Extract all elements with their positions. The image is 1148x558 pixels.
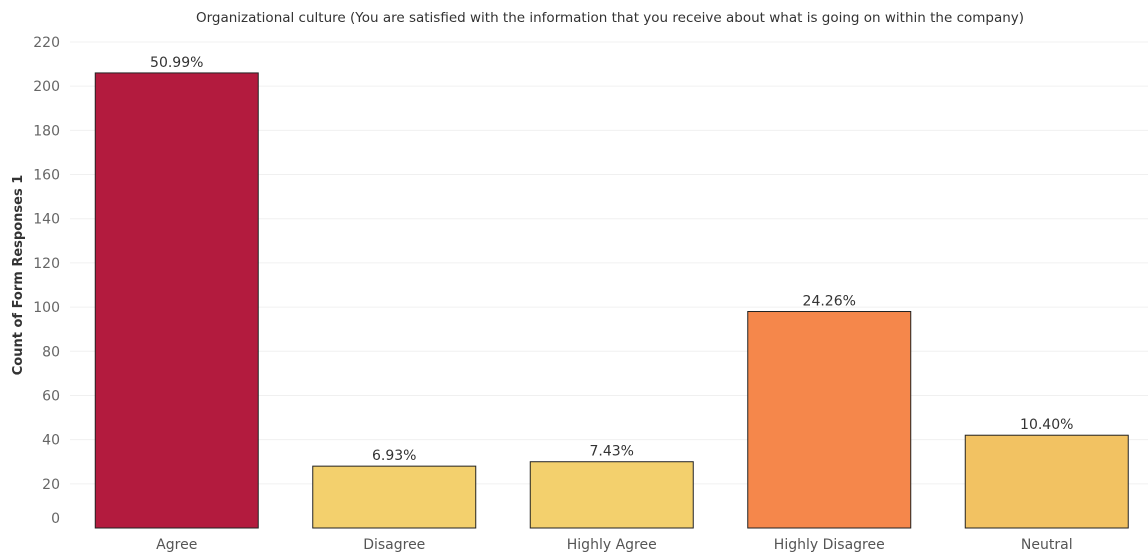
y-tick-label: 20 [42,477,60,493]
bar-disagree[interactable] [312,465,477,529]
y-tick-label: 40 [42,433,60,449]
chart-title: Organizational culture (You are satisfie… [196,10,1024,26]
y-tick-label: 140 [33,212,60,228]
bar-highly-disagree[interactable] [747,311,912,529]
data-label: 50.99% [150,55,203,71]
data-label: 7.43% [590,444,634,460]
bar-agree[interactable] [94,72,259,529]
bar-highly-agree[interactable] [529,461,694,529]
y-tick-label: 180 [33,123,60,139]
y-tick-label: 100 [33,300,60,316]
y-tick-label: 220 [33,35,60,51]
y-tick-label: 120 [33,256,60,272]
y-axis-ticks: 0 20 40 60 80 100 120 140 160 180 200 220 [33,35,60,527]
y-tick-label: 0 [51,511,60,527]
data-label: 6.93% [372,448,416,464]
x-tick-label: Disagree [363,537,425,553]
y-tick-label: 60 [42,388,60,404]
x-tick-label: Highly Disagree [774,537,885,553]
y-axis-label: Count of Form Responses 1 [11,175,26,376]
y-tick-label: 80 [42,344,60,360]
x-tick-label: Highly Agree [567,537,657,553]
x-axis-ticks: Agree Disagree Highly Agree Highly Disagree… [156,537,1072,553]
y-tick-label: 200 [33,79,60,95]
bars: 50.99% 6.93% 7.43% 24.26% 10.40% [94,55,1129,529]
y-tick-label: 160 [33,168,60,184]
x-tick-label: Neutral [1021,537,1073,553]
bar-neutral[interactable] [964,434,1129,529]
x-tick-label: Agree [156,537,197,553]
data-label: 10.40% [1020,417,1073,433]
data-label: 24.26% [803,294,856,310]
